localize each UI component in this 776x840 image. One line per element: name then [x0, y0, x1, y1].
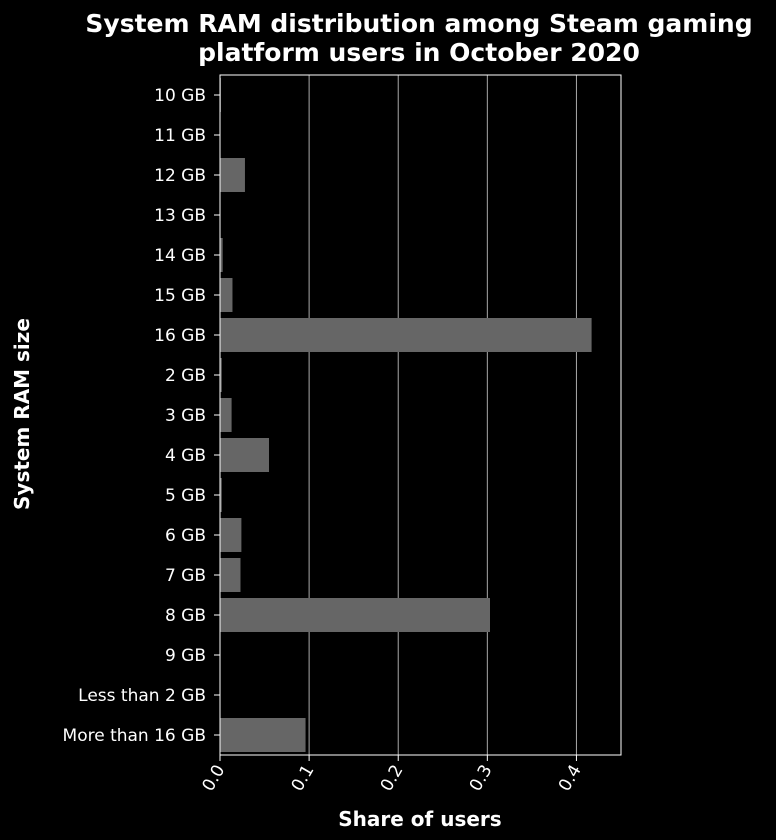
chart-title-line-2: platform users in October 2020 — [198, 38, 640, 67]
x-axis-ticks: 0.0 0.1 0.2 0.3 0.4 — [198, 755, 586, 795]
x-tick-label: 0.3 — [466, 762, 497, 795]
x-tick-label: 0.4 — [555, 762, 586, 795]
y-tick-label: 2 GB — [165, 366, 206, 386]
bar — [220, 238, 223, 272]
bars — [220, 78, 592, 752]
x-tick-label: 0.1 — [288, 762, 319, 795]
bar — [220, 318, 592, 352]
y-tick-label: 9 GB — [165, 646, 206, 666]
bar — [220, 718, 306, 752]
x-tick-label: 0.2 — [377, 762, 408, 795]
y-axis-ticks: 10 GB 11 GB 12 GB 13 GB 14 GB 15 GB 16 GB 2 GB 3… — [63, 86, 220, 746]
y-tick-label: 14 GB — [154, 246, 206, 266]
y-tick-label: Less than 2 GB — [78, 686, 206, 706]
y-tick-label: 4 GB — [165, 446, 206, 466]
bar — [220, 518, 242, 552]
chart-title-line-1: System RAM distribution among Steam gami… — [85, 9, 752, 38]
bar — [220, 158, 245, 192]
y-tick-label: 10 GB — [154, 86, 206, 106]
y-tick-label: 13 GB — [154, 206, 206, 226]
y-tick-label: 6 GB — [165, 526, 206, 546]
y-tick-label: 8 GB — [165, 606, 206, 626]
y-tick-label: 7 GB — [165, 566, 206, 586]
x-axis-title: Share of users — [338, 807, 501, 831]
y-tick-label: 11 GB — [154, 126, 206, 146]
y-tick-label: 12 GB — [154, 166, 206, 186]
gridlines — [308, 75, 577, 755]
y-tick-label: 5 GB — [165, 486, 206, 506]
bar — [220, 278, 233, 312]
bar — [220, 598, 491, 632]
bar — [220, 398, 232, 432]
bar — [220, 358, 222, 392]
bar — [220, 478, 222, 512]
y-tick-label: 16 GB — [154, 326, 206, 346]
y-axis-title: System RAM size — [10, 318, 34, 510]
x-tick-label: 0.0 — [198, 762, 229, 795]
y-tick-label: More than 16 GB — [63, 726, 206, 746]
y-tick-label: 15 GB — [154, 286, 206, 306]
y-tick-label: 3 GB — [165, 406, 206, 426]
bar — [220, 558, 241, 592]
plot-area-frame — [219, 74, 622, 756]
bar — [220, 438, 270, 472]
